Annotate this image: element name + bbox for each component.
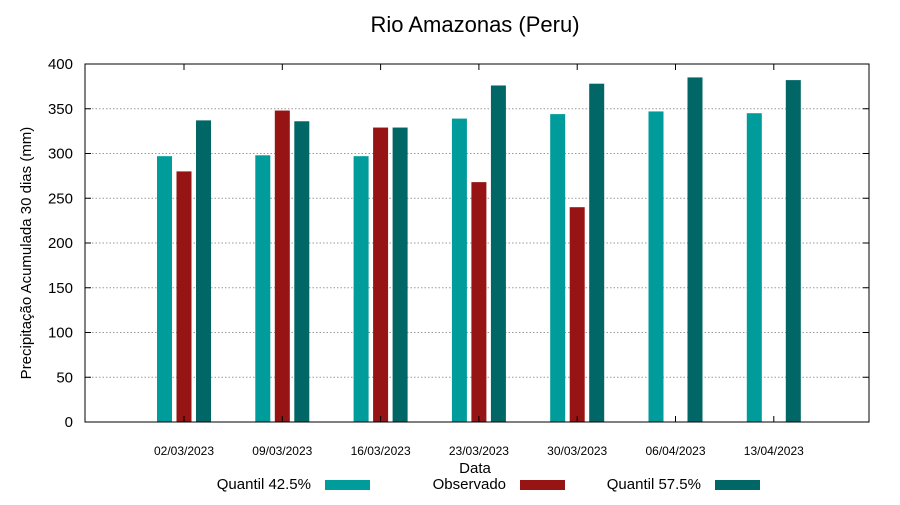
y-tick-label: 250	[48, 190, 73, 207]
x-tick-label: 30/03/2023	[547, 444, 607, 458]
legend-swatch	[520, 480, 565, 490]
legend-label: Quantil 42.5%	[217, 476, 311, 493]
y-axis-label: Precipitação Acumulada 30 dias (mm)	[18, 127, 35, 380]
x-axis-ticks: 02/03/2023 09/03/2023 16/03/2023 23/03/2023…	[154, 64, 804, 458]
bar-quantil-57-5--1	[294, 121, 310, 422]
y-tick-label: 350	[48, 101, 73, 118]
bar-quantil-42-5--6	[746, 113, 762, 422]
bar-quantil-42-5--5	[648, 111, 664, 422]
legend: Quantil 42.5% Observado Quantil 57.5%	[217, 476, 760, 493]
x-tick-label: 09/03/2023	[252, 444, 312, 458]
legend-label: Observado	[433, 476, 506, 493]
bar-quantil-57-5--4	[589, 83, 605, 422]
bar-quantil-42-5--4	[550, 114, 566, 423]
bar-quantil-42-5--3	[451, 118, 467, 422]
legend-swatch	[715, 480, 760, 490]
y-tick-label: 200	[48, 235, 73, 252]
x-axis-label: Data	[459, 460, 491, 477]
bar-observado-1	[274, 110, 290, 422]
legend-swatch	[325, 480, 370, 490]
chart-title: Rio Amazonas (Peru)	[370, 12, 579, 37]
y-axis-ticks: 0 50 100 150 200 250 300 350 400	[48, 56, 869, 431]
y-tick-label: 100	[48, 325, 73, 342]
bar-quantil-57-5--2	[392, 127, 408, 423]
bar-quantil-57-5--6	[785, 80, 801, 423]
x-tick-label: 16/03/2023	[351, 444, 411, 458]
y-tick-label: 300	[48, 146, 73, 163]
y-tick-label: 150	[48, 280, 73, 297]
bar-quantil-42-5--1	[255, 155, 271, 423]
y-tick-label: 0	[65, 414, 73, 431]
y-tick-label: 50	[56, 369, 73, 386]
x-tick-label: 06/04/2023	[645, 444, 705, 458]
bar-observado-0	[176, 171, 192, 422]
bar-quantil-57-5--0	[196, 120, 211, 422]
x-tick-label: 23/03/2023	[449, 444, 509, 458]
bar-observado-4	[569, 207, 585, 422]
bar-observado-2	[373, 127, 389, 423]
x-tick-label: 02/03/2023	[154, 444, 214, 458]
bar-quantil-42-5--0	[157, 156, 172, 422]
legend-label: Quantil 57.5%	[607, 476, 701, 493]
bar-quantil-57-5--5	[687, 77, 703, 423]
bar-quantil-42-5--2	[353, 156, 369, 422]
bars	[157, 77, 801, 423]
bar-quantil-57-5--3	[490, 85, 506, 422]
bar-observado-3	[471, 182, 487, 422]
x-tick-label: 13/04/2023	[744, 444, 804, 458]
y-tick-label: 400	[48, 56, 73, 73]
